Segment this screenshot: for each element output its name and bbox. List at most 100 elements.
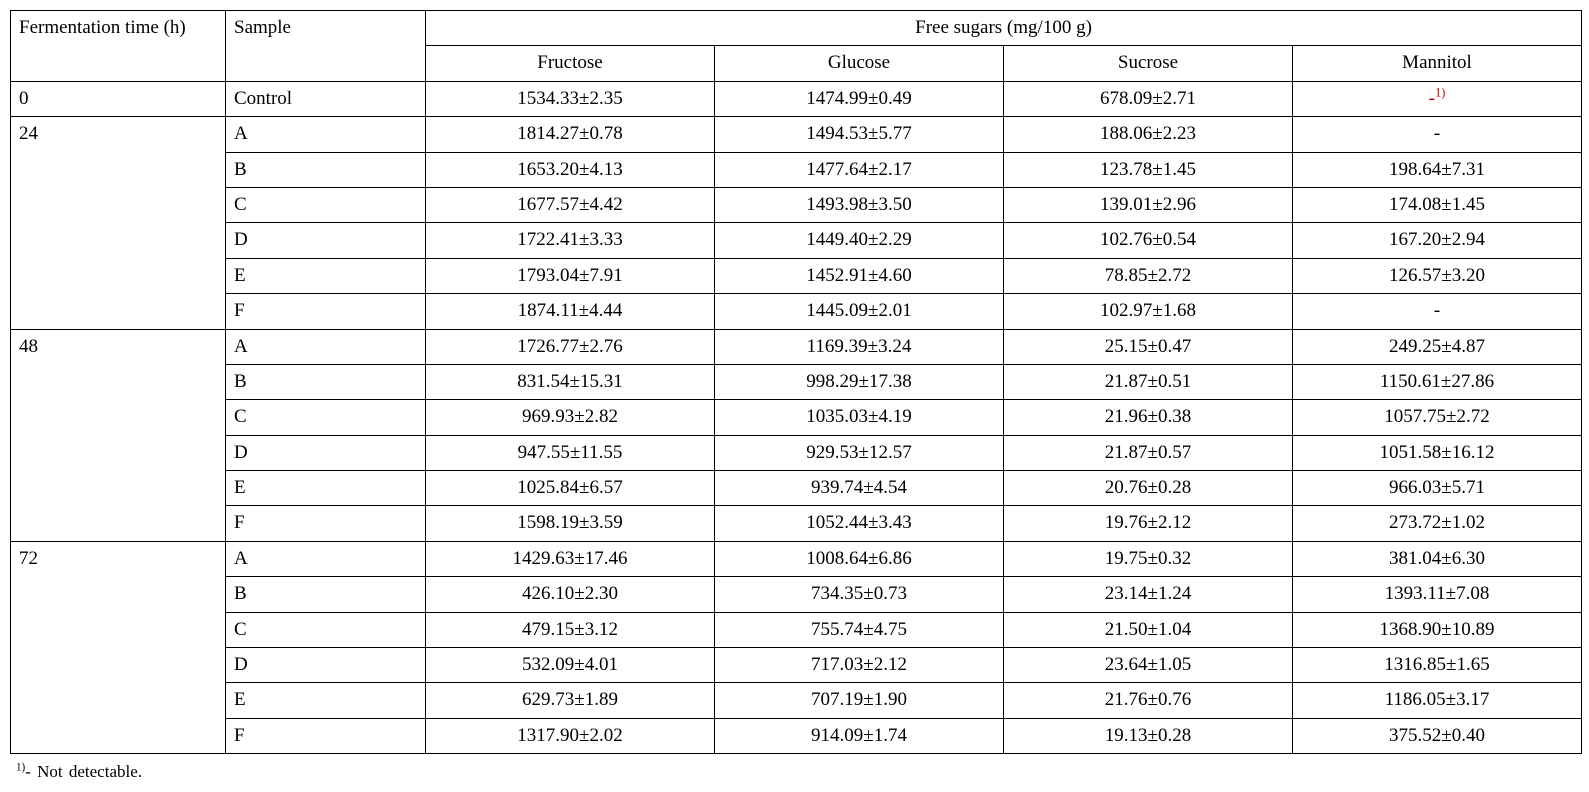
table-cell: 998.29±17.38 [715,364,1004,399]
table-cell: 1722.41±3.33 [426,223,715,258]
table-cell: 1493.98±3.50 [715,187,1004,222]
table-cell: 1429.63±17.46 [426,541,715,576]
cell-sample: D [226,648,426,683]
table-cell: 914.09±1.74 [715,718,1004,753]
table-cell: 167.20±2.94 [1293,223,1582,258]
table-cell: 1150.61±27.86 [1293,364,1582,399]
cell-sample: Control [226,81,426,116]
table-row: E629.73±1.89707.19±1.9021.76±0.761186.05… [11,683,1582,718]
cell-sample: D [226,435,426,470]
table-row: C479.15±3.12755.74±4.7521.50±1.041368.90… [11,612,1582,647]
cell-sample: B [226,152,426,187]
table-row: 0Control1534.33±2.351474.99±0.49678.09±2… [11,81,1582,116]
table-cell: 947.55±11.55 [426,435,715,470]
table-cell: 198.64±7.31 [1293,152,1582,187]
table-cell: 126.57±3.20 [1293,258,1582,293]
table-cell: 381.04±6.30 [1293,541,1582,576]
cell-sample: C [226,187,426,222]
table-cell: 629.73±1.89 [426,683,715,718]
table-cell: 831.54±15.31 [426,364,715,399]
table-row: E1793.04±7.911452.91±4.6078.85±2.72126.5… [11,258,1582,293]
table-header: Fermentation time (h) Sample Free sugars… [11,11,1582,82]
table-cell: 1494.53±5.77 [715,117,1004,152]
table-cell: 1653.20±4.13 [426,152,715,187]
table-row: B1653.20±4.131477.64±2.17123.78±1.45198.… [11,152,1582,187]
table-cell: 375.52±0.40 [1293,718,1582,753]
table-cell: 1008.64±6.86 [715,541,1004,576]
cell-sample: A [226,117,426,152]
table-cell: 102.76±0.54 [1004,223,1293,258]
table-row: 72A1429.63±17.461008.64±6.8619.75±0.3238… [11,541,1582,576]
table-cell: 532.09±4.01 [426,648,715,683]
table-row: B426.10±2.30734.35±0.7323.14±1.241393.11… [11,577,1582,612]
header-group: Free sugars (mg/100 g) [426,11,1582,46]
table-row: F1598.19±3.591052.44±3.4319.76±2.12273.7… [11,506,1582,541]
table-row: D532.09±4.01717.03±2.1223.64±1.051316.85… [11,648,1582,683]
table-cell: 1452.91±4.60 [715,258,1004,293]
table-cell: 1186.05±3.17 [1293,683,1582,718]
table-cell: 755.74±4.75 [715,612,1004,647]
header-glucose: Glucose [715,46,1004,81]
footnote-sup: 1) [16,762,25,774]
table-cell: 21.87±0.57 [1004,435,1293,470]
footnote-text: - Not detectable. [25,762,142,781]
cell-sample: F [226,718,426,753]
table-cell: 1393.11±7.08 [1293,577,1582,612]
cell-sample: B [226,577,426,612]
table-row: 48A1726.77±2.761169.39±3.2425.15±0.47249… [11,329,1582,364]
table-cell: 1368.90±10.89 [1293,612,1582,647]
table-cell: 1025.84±6.57 [426,471,715,506]
table-cell: - [1293,294,1582,329]
table-row: D1722.41±3.331449.40±2.29102.76±0.54167.… [11,223,1582,258]
table-cell: 19.75±0.32 [1004,541,1293,576]
table-cell: 102.97±1.68 [1004,294,1293,329]
header-time: Fermentation time (h) [11,11,226,82]
table-cell: 19.13±0.28 [1004,718,1293,753]
table-cell: 707.19±1.90 [715,683,1004,718]
table-cell: 249.25±4.87 [1293,329,1582,364]
table-cell: 23.64±1.05 [1004,648,1293,683]
table-cell: 479.15±3.12 [426,612,715,647]
table-cell: 1317.90±2.02 [426,718,715,753]
cell-sample: C [226,612,426,647]
table-row: F1874.11±4.441445.09±2.01102.97±1.68- [11,294,1582,329]
table-cell: 1726.77±2.76 [426,329,715,364]
cell-sample: F [226,294,426,329]
table-cell: 939.74±4.54 [715,471,1004,506]
free-sugars-table: Fermentation time (h) Sample Free sugars… [10,10,1582,754]
table-cell: 1316.85±1.65 [1293,648,1582,683]
table-cell: 1035.03±4.19 [715,400,1004,435]
cell-time: 0 [11,81,226,116]
table-body: 0Control1534.33±2.351474.99±0.49678.09±2… [11,81,1582,753]
table-cell: 21.87±0.51 [1004,364,1293,399]
table-cell: 78.85±2.72 [1004,258,1293,293]
table-row: B831.54±15.31998.29±17.3821.87±0.511150.… [11,364,1582,399]
cell-sample: C [226,400,426,435]
header-fructose: Fructose [426,46,715,81]
cell-sample: D [226,223,426,258]
cell-sample: E [226,471,426,506]
table-cell: 1445.09±2.01 [715,294,1004,329]
table-cell: 1793.04±7.91 [426,258,715,293]
table-cell: 966.03±5.71 [1293,471,1582,506]
table-cell: 1169.39±3.24 [715,329,1004,364]
cell-time: 48 [11,329,226,541]
table-cell: 1449.40±2.29 [715,223,1004,258]
table-cell: 188.06±2.23 [1004,117,1293,152]
cell-sample: E [226,683,426,718]
table-cell: - [1293,117,1582,152]
table-cell: 1598.19±3.59 [426,506,715,541]
header-mannitol: Mannitol [1293,46,1582,81]
table-cell: 20.76±0.28 [1004,471,1293,506]
table-cell: 1874.11±4.44 [426,294,715,329]
table-cell: 717.03±2.12 [715,648,1004,683]
table-cell: 1814.27±0.78 [426,117,715,152]
header-sample: Sample [226,11,426,82]
table-cell: 1052.44±3.43 [715,506,1004,541]
table-cell: 23.14±1.24 [1004,577,1293,612]
table-cell: 21.50±1.04 [1004,612,1293,647]
table-cell: 21.76±0.76 [1004,683,1293,718]
table-cell: 1534.33±2.35 [426,81,715,116]
table-row: C969.93±2.821035.03±4.1921.96±0.381057.7… [11,400,1582,435]
cell-sample: B [226,364,426,399]
